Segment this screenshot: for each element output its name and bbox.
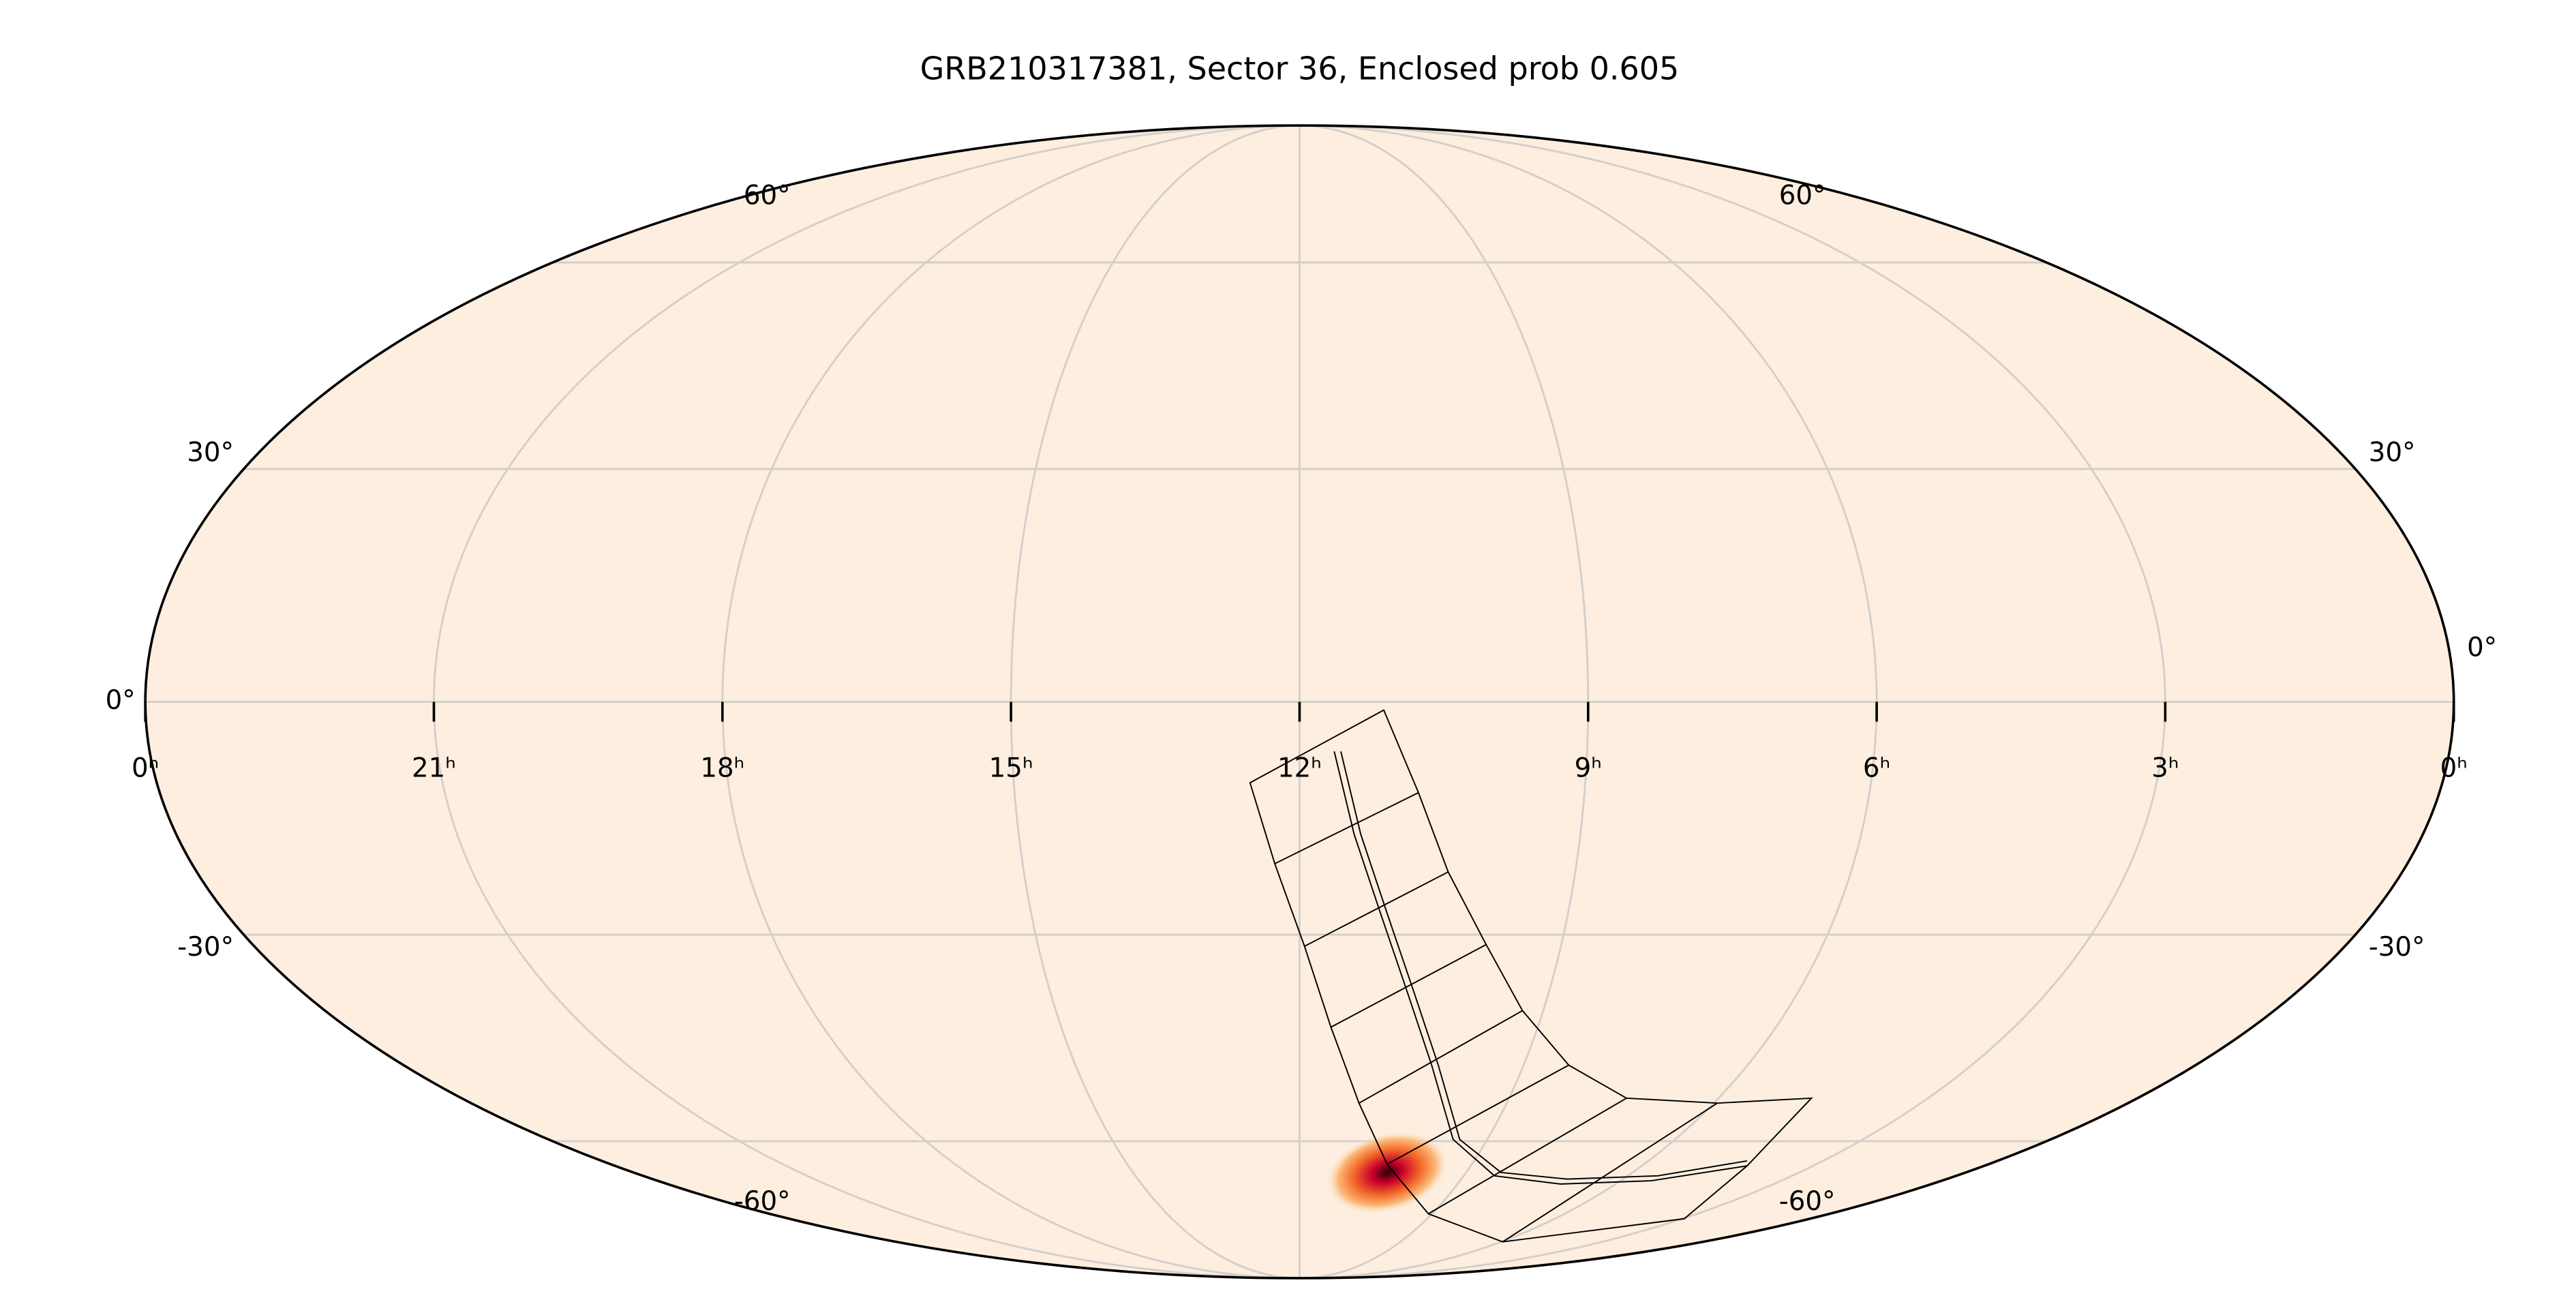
y-tick-label-left: -60° [734,1186,791,1217]
y-tick-label-left: -30° [177,932,234,963]
y-tick-label-right: 60° [1779,181,1826,211]
tile-footprints [1249,709,1813,1243]
y-tick-label-left: 60° [744,181,791,211]
x-tick-label: 6ʰ [1863,753,1890,783]
x-tick-label: 15ʰ [989,753,1033,783]
y-tick-label-left: 0° [106,685,136,716]
x-tick-label: 3ʰ [2151,753,2179,783]
chart-title: GRB210317381, Sector 36, Enclosed prob 0… [920,50,1680,87]
x-tick-label: 21ʰ [412,753,456,783]
grid [145,124,2454,1280]
y-tick-label-right: -60° [1779,1186,1836,1217]
x-tick-label: 0ʰ [132,753,159,783]
probability-map [1325,1130,1449,1214]
sky-boundary [144,124,2455,1280]
tile-outline [1249,709,1813,1243]
y-tick-label-left: 30° [187,438,234,468]
x-tick-label: 12ʰ [1277,753,1322,783]
y-tick-label-right: 0° [2467,633,2497,663]
x-tick-label: 0ʰ [2440,753,2468,783]
y-tick-label-right: -30° [2369,932,2425,963]
tile-lines [1274,751,1748,1243]
x-tick-label: 9ʰ [1575,753,1602,783]
y-tick-label-right: 30° [2369,438,2416,468]
x-tick-label: 18ʰ [700,753,744,783]
